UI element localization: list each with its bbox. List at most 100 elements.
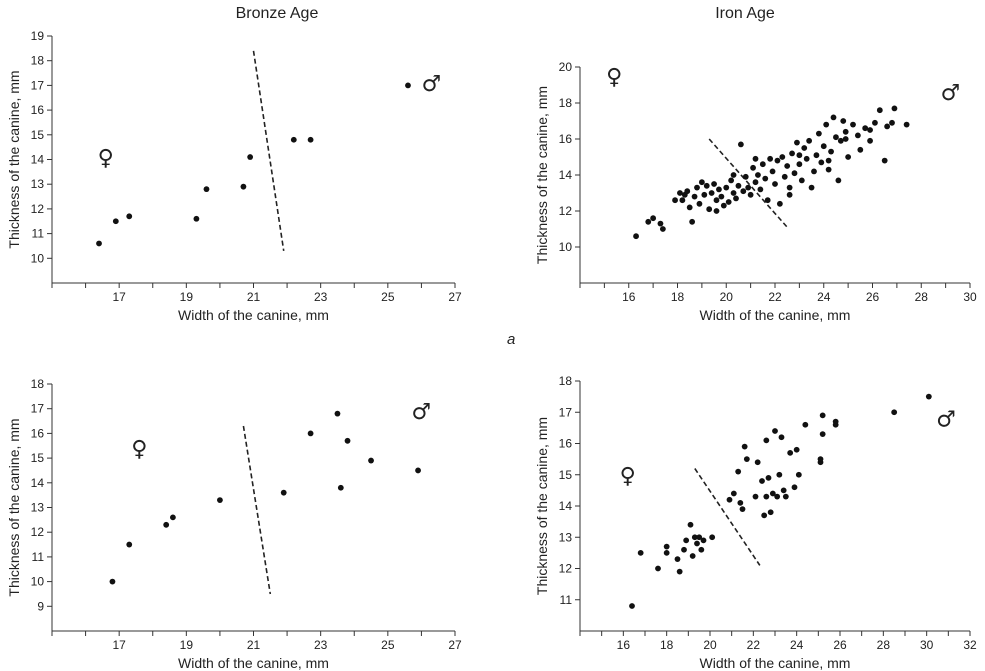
x-tick-label: 21	[247, 638, 261, 652]
data-point	[791, 484, 798, 491]
data-point	[872, 119, 878, 126]
data-point	[763, 437, 770, 444]
data-point	[891, 409, 898, 416]
data-point	[687, 521, 694, 528]
data-point	[730, 190, 737, 196]
y-tick-label: 11	[32, 227, 45, 241]
data-point	[733, 195, 739, 202]
x-tick-label: 27	[448, 638, 462, 652]
y-tick-label: 14	[31, 476, 45, 490]
data-point	[713, 197, 720, 204]
data-point	[701, 191, 708, 198]
x-axis-label: Width of the canine, mm	[178, 655, 329, 671]
data-point	[823, 121, 830, 128]
data-point	[835, 177, 842, 184]
data-point	[786, 184, 793, 191]
data-point	[718, 193, 725, 200]
y-tick-label: 10	[31, 575, 45, 589]
data-point	[765, 474, 772, 481]
column-title-bronze-age: Bronze Age	[235, 5, 319, 22]
x-tick-label: 28	[915, 290, 929, 304]
data-point	[126, 213, 133, 220]
data-point	[696, 534, 703, 541]
data-point	[795, 471, 802, 478]
x-tick-label: 24	[817, 290, 831, 304]
data-point	[689, 218, 696, 225]
data-point	[857, 146, 864, 153]
x-tick-label: 22	[747, 638, 761, 652]
y-axis-label: Thickness of the canine, mm	[534, 86, 550, 264]
data-point	[845, 154, 852, 160]
x-tick-label: 21	[247, 290, 261, 304]
data-point	[405, 82, 411, 89]
x-tick-label: 16	[622, 290, 636, 304]
data-point	[743, 456, 750, 463]
y-tick-label: 16	[31, 426, 45, 440]
chart-bronze-age-top: 17 19 21 23 25 27 10 11 12 13 14 15 16 17 18 19 Width of…	[6, 29, 462, 323]
data-point	[741, 443, 748, 450]
y-tick-label: 16	[559, 132, 573, 146]
y-tick-label: 17	[31, 402, 45, 416]
data-point	[755, 172, 761, 178]
data-point	[867, 137, 873, 144]
y-tick-label: 16	[559, 437, 573, 451]
x-tick-label: 22	[768, 290, 782, 304]
x-tick-label: 17	[112, 638, 126, 652]
data-point	[629, 603, 635, 609]
data-point	[842, 128, 849, 135]
y-axis-label: Thickness of the canine, mm	[6, 418, 22, 596]
data-point	[903, 121, 910, 128]
data-point	[698, 546, 705, 553]
data-point	[789, 150, 795, 157]
y-tick-label: 12	[31, 525, 45, 539]
data-point	[696, 200, 703, 207]
chart-iron-age-top: 16 18 20 22 24 26 28 30 10 12 14 16 18 20 Width of the…	[534, 60, 977, 323]
data-point	[776, 200, 783, 207]
y-tick-label: 14	[559, 168, 573, 182]
data-point	[820, 143, 827, 150]
male-symbol: ♂	[936, 408, 956, 433]
y-tick-label: 12	[559, 204, 573, 218]
y-tick-label: 15	[559, 468, 573, 482]
data-point	[798, 177, 805, 184]
data-point	[694, 540, 700, 547]
data-point	[726, 496, 733, 503]
data-point	[334, 410, 341, 417]
data-point	[850, 121, 856, 128]
y-tick-label: 19	[31, 29, 45, 43]
data-point	[782, 493, 789, 500]
data-point	[794, 139, 800, 146]
y-tick-label: 18	[31, 377, 45, 391]
data-point	[290, 136, 297, 143]
data-point	[720, 202, 727, 209]
x-tick-label: 20	[720, 290, 734, 304]
data-point	[784, 163, 791, 169]
data-point	[728, 177, 735, 184]
data-point	[676, 568, 683, 575]
data-point	[779, 154, 786, 160]
female-symbol: ♀	[606, 65, 622, 90]
data-point	[689, 553, 696, 559]
x-tick-label: 23	[314, 290, 328, 304]
data-point	[803, 155, 810, 162]
data-point	[368, 457, 374, 464]
x-tick-label: 32	[963, 638, 977, 652]
data-point	[825, 157, 832, 164]
x-tick-label: 16	[617, 638, 631, 652]
data-point	[828, 148, 834, 155]
data-point	[791, 170, 798, 177]
data-point	[723, 184, 730, 191]
panel-label-a: a	[507, 331, 516, 348]
x-tick-label: 30	[963, 290, 977, 304]
data-point	[742, 173, 749, 180]
data-point	[655, 565, 661, 572]
x-tick-label: 26	[866, 290, 880, 304]
data-point	[806, 137, 813, 144]
data-point	[747, 191, 754, 198]
data-point	[677, 190, 683, 196]
data-point	[645, 218, 652, 225]
data-point	[842, 136, 849, 142]
data-point	[709, 534, 716, 541]
y-tick-label: 13	[31, 501, 45, 515]
